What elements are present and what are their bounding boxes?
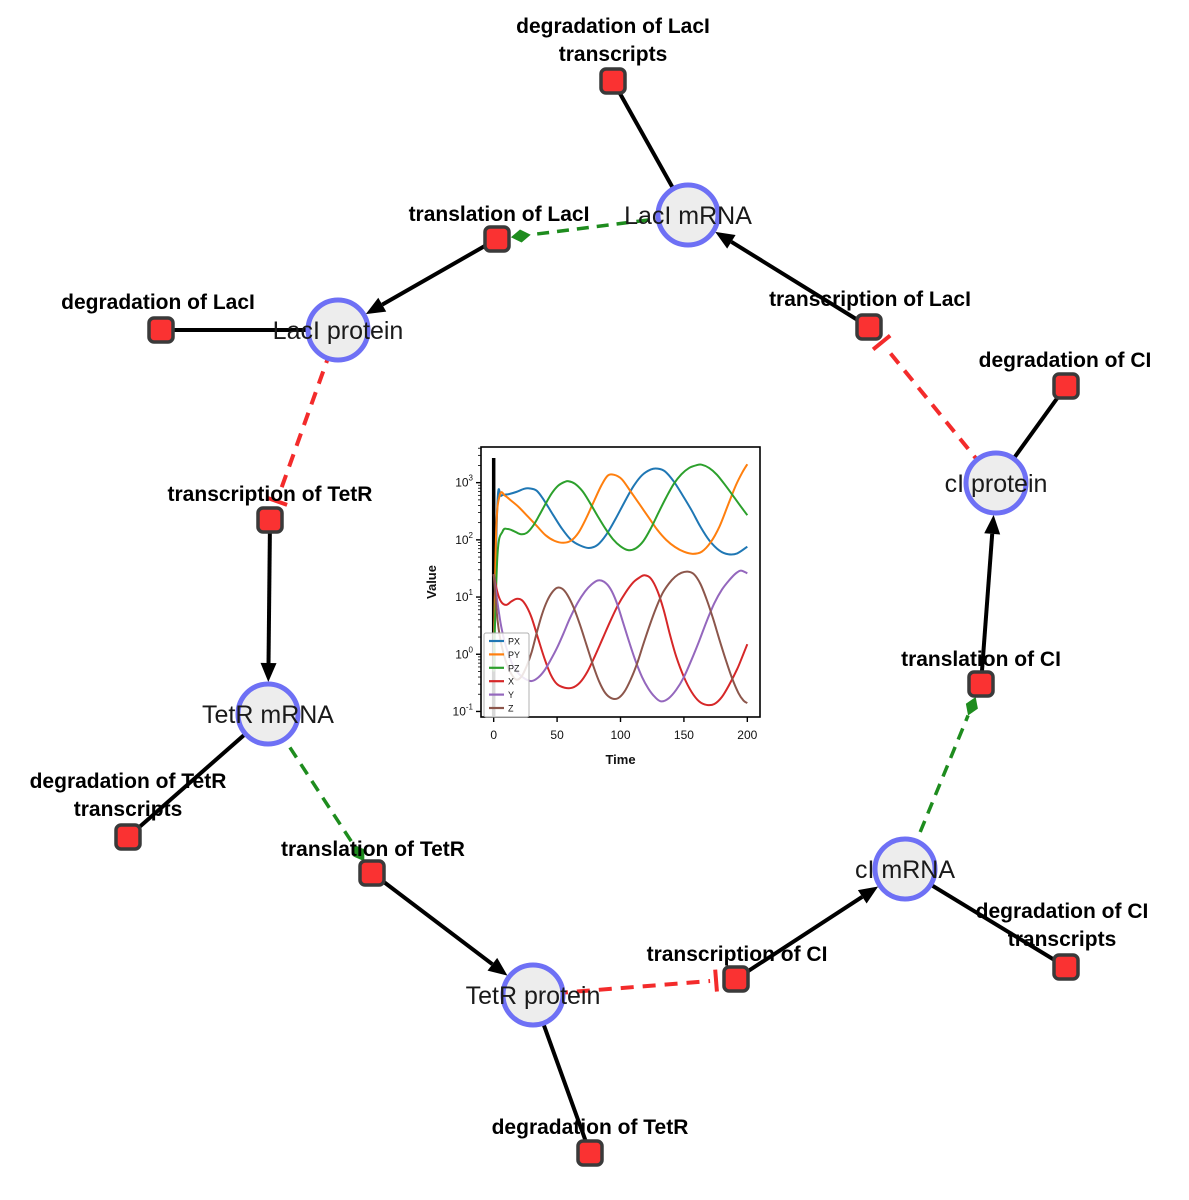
- reaction-node-deg_ci_tx[interactable]: [1052, 953, 1080, 981]
- reaction-node-deg_laci_tx[interactable]: [599, 67, 627, 95]
- species-node-laci_mrna[interactable]: [655, 182, 721, 248]
- species-node-laci_protein[interactable]: [305, 297, 371, 363]
- reaction-label-transl_tetr: translation of TetR: [281, 838, 465, 861]
- reaction-label-line: transcription of LacI: [769, 288, 971, 311]
- reaction-label-line: translation of LacI: [409, 203, 590, 226]
- edge-product-txn_tetr: [266, 519, 272, 664]
- x-axis-title: Time: [605, 752, 635, 767]
- reaction-label-line: degradation of CI: [976, 900, 1149, 923]
- reaction-label-deg_tetr: degradation of TetR: [492, 1116, 689, 1139]
- reaction-label-transl_ci: translation of CI: [901, 648, 1061, 671]
- reaction-label-line: degradation of LacI: [516, 15, 710, 38]
- species-label-tetr_protein: TetR protein: [466, 982, 601, 1010]
- inhibition-bar-laci_protein: [265, 495, 288, 507]
- reaction-label-deg_ci: degradation of CI: [979, 349, 1152, 372]
- legend-label-Y: Y: [508, 690, 514, 700]
- species-node-tetr_mrna[interactable]: [235, 681, 301, 747]
- legend-box: [483, 632, 530, 718]
- edge-product-txn_ci: [734, 895, 864, 981]
- legend-label-PY: PY: [508, 650, 520, 660]
- edge-product-txn_laci: [730, 240, 871, 329]
- reaction-label-deg_laci: degradation of LacI: [61, 291, 255, 314]
- reaction-node-txn_tetr[interactable]: [256, 506, 284, 534]
- arrowhead-transl_ci: [984, 514, 1001, 535]
- species-node-tetr_protein[interactable]: [500, 962, 566, 1028]
- y-tick-exponent: 1: [469, 588, 474, 597]
- modifier-diamond-tetr_mrna: [353, 844, 365, 862]
- arrowhead-txn_ci: [857, 886, 879, 904]
- reaction-label-deg_ci_tx: degradation of CI transcripts: [976, 900, 1149, 951]
- edge-product-transl_tetr: [370, 871, 494, 966]
- modifier-diamond-ci_mrna: [965, 696, 978, 716]
- reaction-label-line: translation of CI: [901, 648, 1061, 671]
- reaction-label-line: translation of TetR: [281, 838, 465, 861]
- reaction-label-transl_laci: translation of LacI: [409, 203, 590, 226]
- x-tick-label: 200: [737, 728, 757, 742]
- reaction-node-deg_tetr_tx[interactable]: [114, 823, 142, 851]
- reaction-node-txn_laci[interactable]: [855, 313, 883, 341]
- node-layer: [114, 67, 1080, 1167]
- inset-chart: 0 50 100 150 20010-1100101102103TimeValuePXP…: [424, 431, 776, 779]
- reaction-label-deg_laci_tx: degradation of LacI transcripts: [516, 15, 710, 66]
- species-label-ci_protein: cI protein: [945, 470, 1048, 498]
- reaction-label-line: transcripts: [74, 798, 183, 821]
- reaction-node-deg_tetr[interactable]: [576, 1139, 604, 1167]
- y-axis-title: Value: [424, 565, 439, 599]
- species-label-laci_mrna: LacI mRNA: [624, 202, 752, 230]
- y-tick-exponent: 3: [469, 474, 474, 483]
- species-node-ci_protein[interactable]: [963, 450, 1029, 516]
- chart-series-X: [492, 574, 749, 707]
- edge-product-transl_ci: [979, 533, 995, 685]
- edge-product-transl_laci: [381, 237, 498, 307]
- reaction-node-deg_ci[interactable]: [1052, 372, 1080, 400]
- reaction-label-line: transcripts: [1008, 928, 1117, 951]
- inhibition-bar-tetr_protein: [713, 969, 719, 992]
- y-tick-exponent: -1: [466, 702, 474, 711]
- reaction-label-line: degradation of CI: [979, 349, 1152, 372]
- label-layer: LacI mRNA LacI protein cI protein TetR mRNA…: [30, 15, 1152, 1139]
- reaction-node-transl_laci[interactable]: [483, 225, 511, 253]
- species-node-ci_mrna[interactable]: [872, 836, 938, 902]
- reaction-label-txn_ci: transcription of CI: [647, 943, 828, 966]
- modifier-diamond-laci_mrna: [510, 229, 531, 243]
- reaction-label-line: degradation of TetR: [30, 770, 227, 793]
- species-label-laci_protein: LacI protein: [273, 317, 404, 345]
- y-tick-exponent: 0: [469, 645, 474, 654]
- chart-series-PY: [492, 463, 749, 672]
- legend-label-Z: Z: [508, 704, 514, 714]
- reaction-label-line: degradation of LacI: [61, 291, 255, 314]
- arrowhead-transl_laci: [365, 297, 387, 315]
- x-tick-label: 0: [490, 728, 497, 742]
- reaction-node-transl_ci[interactable]: [967, 670, 995, 698]
- reaction-label-line: degradation of TetR: [492, 1116, 689, 1139]
- reaction-label-line: transcription of TetR: [168, 483, 373, 506]
- reaction-label-deg_tetr_tx: degradation of TetR transcripts: [30, 770, 227, 821]
- arrowhead-txn_tetr: [260, 662, 277, 683]
- reaction-node-deg_laci[interactable]: [147, 316, 175, 344]
- reaction-label-line: transcription of CI: [647, 943, 828, 966]
- reaction-node-transl_tetr[interactable]: [358, 859, 386, 887]
- inhibition-bar-ci_protein: [871, 334, 892, 352]
- species-label-tetr_mrna: TetR mRNA: [202, 701, 334, 729]
- species-label-ci_mrna: cI mRNA: [855, 856, 955, 884]
- arrowhead-txn_laci: [715, 231, 736, 249]
- y-tick-exponent: 2: [469, 531, 474, 540]
- arrowhead-transl_tetr: [487, 957, 508, 976]
- legend-label-X: X: [508, 677, 514, 687]
- x-tick-label: 50: [550, 728, 564, 742]
- reaction-label-txn_laci: transcription of LacI: [769, 288, 971, 311]
- reaction-label-txn_tetr: transcription of TetR: [168, 483, 373, 506]
- chart-series-PZ: [492, 463, 749, 672]
- reaction-label-line: transcripts: [559, 43, 668, 66]
- legend-label-PZ: PZ: [508, 663, 520, 673]
- x-tick-label: 150: [674, 728, 694, 742]
- reaction-node-txn_ci[interactable]: [722, 965, 750, 993]
- x-tick-label: 100: [610, 728, 630, 742]
- legend-label-PX: PX: [508, 637, 520, 647]
